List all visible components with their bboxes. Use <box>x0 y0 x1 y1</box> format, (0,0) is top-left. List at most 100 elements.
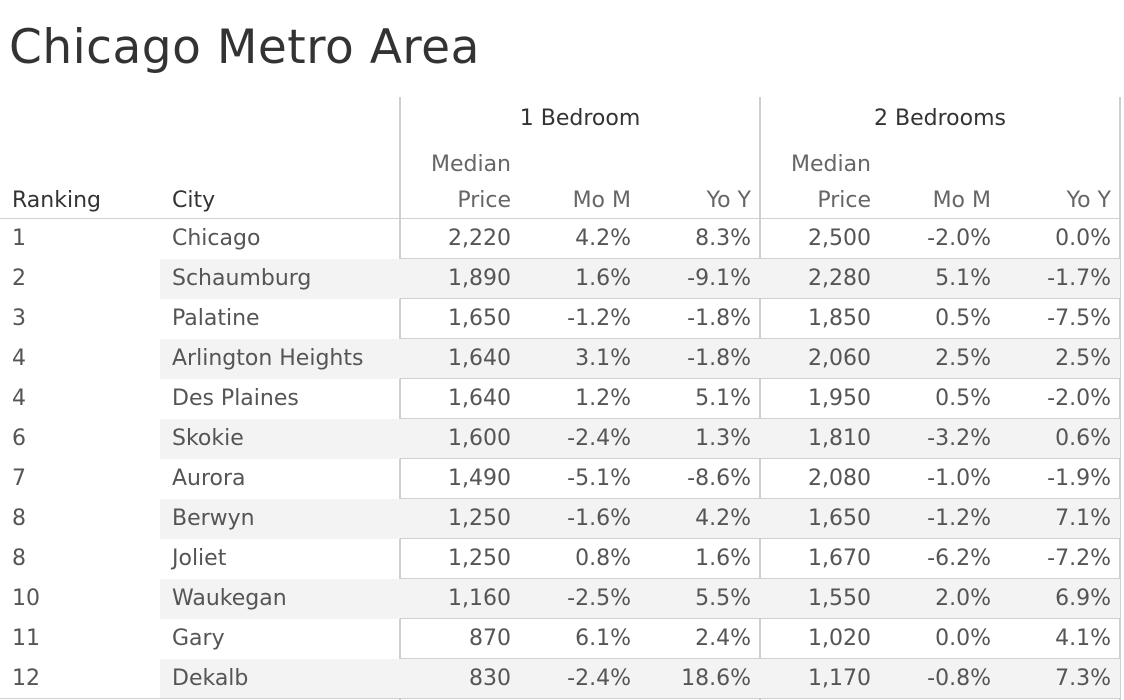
group-header-2-bedrooms: 2 Bedrooms <box>874 106 1006 131</box>
col-header-1bed-median-top: Median <box>430 152 511 177</box>
cell-city: Waukegan <box>172 586 287 611</box>
cell-1bed-median: 1,890 <box>448 266 511 291</box>
row-band <box>160 339 1120 379</box>
row-band <box>160 579 1120 619</box>
cell-ranking: 10 <box>12 586 40 611</box>
cell-1bed-median: 870 <box>469 626 511 651</box>
cell-2bed-median: 1,650 <box>808 506 871 531</box>
cell-city: Schaumburg <box>172 266 312 291</box>
cell-ranking: 3 <box>12 306 26 331</box>
cell-2bed-mom: -0.8% <box>927 666 991 691</box>
cell-2bed-median: 2,060 <box>808 346 871 371</box>
cell-ranking: 2 <box>12 266 26 291</box>
cell-1bed-yoy: 1.6% <box>695 546 751 571</box>
cell-1bed-mom: -2.4% <box>567 426 631 451</box>
cell-2bed-median: 1,670 <box>808 546 871 571</box>
cell-ranking: 1 <box>12 226 26 251</box>
row-rule <box>400 618 1120 619</box>
divider-2bed <box>759 97 761 700</box>
cell-2bed-yoy: -7.5% <box>1047 306 1111 331</box>
cell-city: Gary <box>172 626 225 651</box>
cell-ranking: 4 <box>12 346 26 371</box>
cell-2bed-mom: 5.1% <box>935 266 991 291</box>
col-header-2bed-median-top: Median <box>790 152 871 177</box>
cell-ranking: 7 <box>12 466 26 491</box>
cell-2bed-median: 1,020 <box>808 626 871 651</box>
cell-2bed-mom: 2.5% <box>935 346 991 371</box>
row-rule <box>400 578 1120 579</box>
cell-city: Chicago <box>172 226 261 251</box>
cell-2bed-mom: -1.0% <box>927 466 991 491</box>
cell-1bed-mom: 0.8% <box>575 546 631 571</box>
cell-2bed-median: 2,280 <box>808 266 871 291</box>
cell-1bed-mom: -5.1% <box>567 466 631 491</box>
cell-2bed-median: 2,080 <box>808 466 871 491</box>
row-rule <box>400 498 1120 499</box>
cell-1bed-median: 1,640 <box>448 346 511 371</box>
cell-2bed-yoy: -1.7% <box>1047 266 1111 291</box>
cell-1bed-yoy: 8.3% <box>695 226 751 251</box>
page-title: Chicago Metro Area <box>9 20 480 75</box>
cell-1bed-yoy: -9.1% <box>687 266 751 291</box>
col-header-city: City <box>172 188 216 213</box>
cell-1bed-median: 1,650 <box>448 306 511 331</box>
cell-1bed-mom: -2.4% <box>567 666 631 691</box>
cell-2bed-median: 1,170 <box>808 666 871 691</box>
cell-1bed-median: 830 <box>469 666 511 691</box>
cell-2bed-yoy: 6.9% <box>1055 586 1111 611</box>
cell-1bed-mom: 3.1% <box>575 346 631 371</box>
cell-1bed-yoy: -1.8% <box>687 306 751 331</box>
row-rule <box>400 378 1120 379</box>
cell-1bed-median: 1,640 <box>448 386 511 411</box>
row-rule <box>400 298 1120 299</box>
cell-2bed-median: 1,950 <box>808 386 871 411</box>
cell-city: Joliet <box>172 546 227 571</box>
cell-2bed-yoy: 7.1% <box>1055 506 1111 531</box>
cell-city: Arlington Heights <box>172 346 364 371</box>
cell-1bed-median: 1,600 <box>448 426 511 451</box>
cell-2bed-median: 1,850 <box>808 306 871 331</box>
cell-1bed-median: 1,490 <box>448 466 511 491</box>
cell-1bed-yoy: 4.2% <box>695 506 751 531</box>
cell-1bed-yoy: 5.5% <box>695 586 751 611</box>
col-header-2bed-yoy: Yo Y <box>1066 188 1111 213</box>
cell-ranking: 12 <box>12 666 40 691</box>
col-header-2bed-mom: Mo M <box>932 188 991 213</box>
row-band <box>160 659 1120 699</box>
cell-city: Dekalb <box>172 666 249 691</box>
row-rule <box>400 338 1120 339</box>
cell-2bed-mom: 0.0% <box>935 626 991 651</box>
cell-2bed-median: 1,550 <box>808 586 871 611</box>
cell-1bed-yoy: 2.4% <box>695 626 751 651</box>
cell-1bed-yoy: 5.1% <box>695 386 751 411</box>
row-band <box>160 259 1120 299</box>
cell-2bed-mom: -2.0% <box>927 226 991 251</box>
cell-2bed-mom: -1.2% <box>927 506 991 531</box>
cell-city: Berwyn <box>172 506 255 531</box>
cell-ranking: 4 <box>12 386 26 411</box>
cell-2bed-mom: 2.0% <box>935 586 991 611</box>
row-band <box>160 419 1120 459</box>
cell-1bed-yoy: 18.6% <box>681 666 751 691</box>
cell-city: Skokie <box>172 426 244 451</box>
cell-ranking: 8 <box>12 506 26 531</box>
cell-ranking: 6 <box>12 426 26 451</box>
cell-1bed-mom: -1.6% <box>567 506 631 531</box>
cell-1bed-yoy: 1.3% <box>695 426 751 451</box>
cell-1bed-yoy: -1.8% <box>687 346 751 371</box>
cell-1bed-mom: 1.6% <box>575 266 631 291</box>
cell-1bed-median: 1,250 <box>448 506 511 531</box>
cell-2bed-yoy: 7.3% <box>1055 666 1111 691</box>
col-header-2bed-median-bottom: Price <box>817 188 871 213</box>
row-rule <box>400 658 1120 659</box>
cell-1bed-mom: 6.1% <box>575 626 631 651</box>
cell-2bed-mom: -3.2% <box>927 426 991 451</box>
cell-1bed-median: 2,220 <box>448 226 511 251</box>
cell-2bed-yoy: 0.0% <box>1055 226 1111 251</box>
cell-city: Des Plaines <box>172 386 299 411</box>
col-header-1bed-mom: Mo M <box>572 188 631 213</box>
col-header-ranking: Ranking <box>12 188 101 213</box>
cell-2bed-yoy: 0.6% <box>1055 426 1111 451</box>
row-rule <box>400 458 1120 459</box>
cell-1bed-mom: 1.2% <box>575 386 631 411</box>
